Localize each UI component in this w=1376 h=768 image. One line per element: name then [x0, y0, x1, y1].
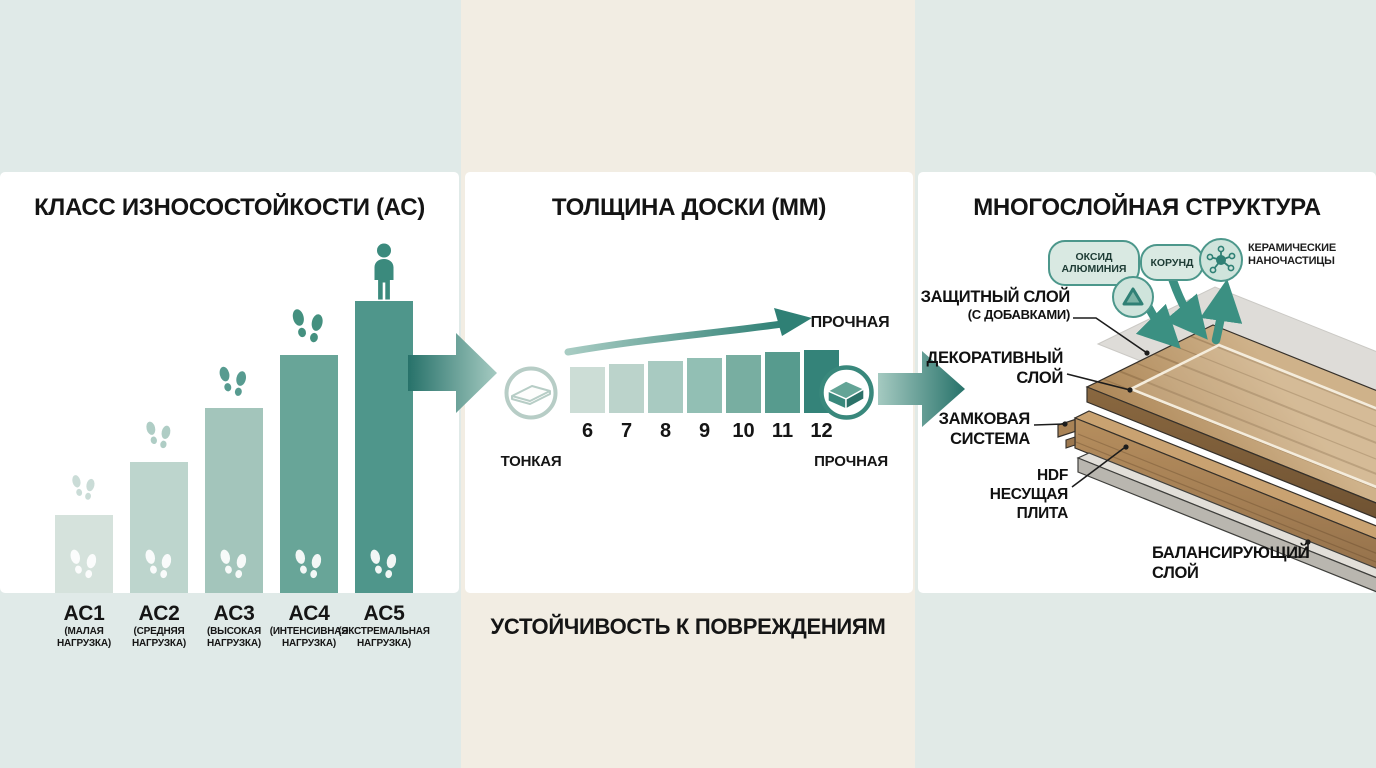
structure-title: МНОГОСЛОЙНАЯ СТРУКТУРА — [973, 194, 1321, 221]
footprints-icon — [291, 305, 326, 348]
tick-7: 7 — [620, 420, 633, 442]
bar-label-ac2: AC2 (СРЕДНЯЯ НАГРУЗКА) — [132, 602, 186, 649]
bar-label-ac4: AC4 (ИНТЕНСИВНАЯ НАГРУЗКА) — [269, 602, 349, 649]
footprints-icon — [369, 546, 399, 583]
arrow-right-icon — [408, 333, 497, 413]
footprints-icon — [71, 472, 97, 504]
footprints-icon — [69, 546, 99, 583]
thickness-bar-8 — [648, 361, 683, 413]
thickness-bar-6 — [570, 367, 605, 413]
thickness-bar-9 — [687, 358, 722, 413]
nano-label: КЕРАМИЧЕСКИЕ НАНОЧАСТИЦЫ — [1248, 242, 1337, 267]
laminate-board-illustration — [1033, 267, 1376, 593]
badge-aluminium-oxide: ОКСИД АЛЮМИНИЯ — [1048, 240, 1140, 286]
wear-bar-ac5 — [355, 301, 413, 593]
plank-thick-icon — [819, 365, 874, 420]
wear-bar-ac4 — [280, 355, 338, 593]
label-lock-system: ЗАМКОВАЯ СИСТЕМА — [938, 410, 1031, 448]
damage-resistance-caption: УСТОЙЧИВОСТЬ К ПОВРЕЖДЕНИЯМ — [490, 614, 886, 639]
person-icon — [366, 243, 402, 301]
footprints-icon — [144, 546, 174, 583]
arrow-right-icon — [878, 351, 965, 427]
wear-class-title: КЛАСС ИЗНОСОСТОЙКОСТИ (АС) — [34, 194, 425, 221]
tick-11: 11 — [771, 420, 794, 442]
swoosh-arrow-icon — [564, 308, 812, 356]
label-balancing-layer: БАЛАНСИРУЮЩИЙ СЛОЙ — [1152, 544, 1310, 582]
footprints-icon — [294, 546, 324, 583]
thickness-bar-7 — [609, 364, 644, 413]
plank-thin-icon — [504, 366, 558, 420]
thickness-bar-10 — [726, 355, 761, 413]
label-hdf-core: HDF НЕСУЩАЯ ПЛИТА — [989, 467, 1069, 522]
bar-label-ac1: AC1 (МАЛАЯ НАГРУЗКА) — [57, 602, 111, 649]
label-protective-layer: ЗАЩИТНЫЙ СЛОЙ (С ДОБАВКАМИ) — [920, 288, 1071, 322]
strong-label: ПРОЧНАЯ — [814, 453, 888, 470]
tick-9: 9 — [698, 420, 711, 442]
tick-6: 6 — [581, 420, 594, 442]
bar-label-ac3: AC3 (ВЫСОКАЯ НАГРУЗКА) — [206, 602, 261, 649]
wear-bar-ac1 — [55, 515, 113, 593]
footprints-icon — [218, 363, 249, 401]
tick-12: 12 — [810, 420, 833, 442]
wear-bar-ac3 — [205, 408, 263, 593]
badge-corundum: КОРУНД — [1140, 244, 1204, 281]
thickness-title: ТОЛЩИНА ДОСКИ (ММ) — [551, 194, 827, 221]
thin-label: ТОНКАЯ — [500, 453, 562, 470]
tick-10: 10 — [732, 420, 755, 442]
label-decorative-layer: ДЕКОРАТИВНЫЙ СЛОЙ — [926, 349, 1064, 387]
molecule-icon — [1199, 238, 1243, 282]
tick-8: 8 — [659, 420, 672, 442]
bar-label-ac5: AC5 (ЭКСТРЕМАЛЬНАЯ НАГРУЗКА) — [338, 602, 430, 649]
footprints-icon — [145, 418, 173, 453]
thickness-bar-11 — [765, 352, 800, 413]
wear-bar-ac2 — [130, 462, 188, 593]
triangle-icon — [1112, 276, 1154, 318]
footprints-icon — [219, 546, 249, 583]
arrow-strong-label: ПРОЧНАЯ — [810, 314, 890, 331]
